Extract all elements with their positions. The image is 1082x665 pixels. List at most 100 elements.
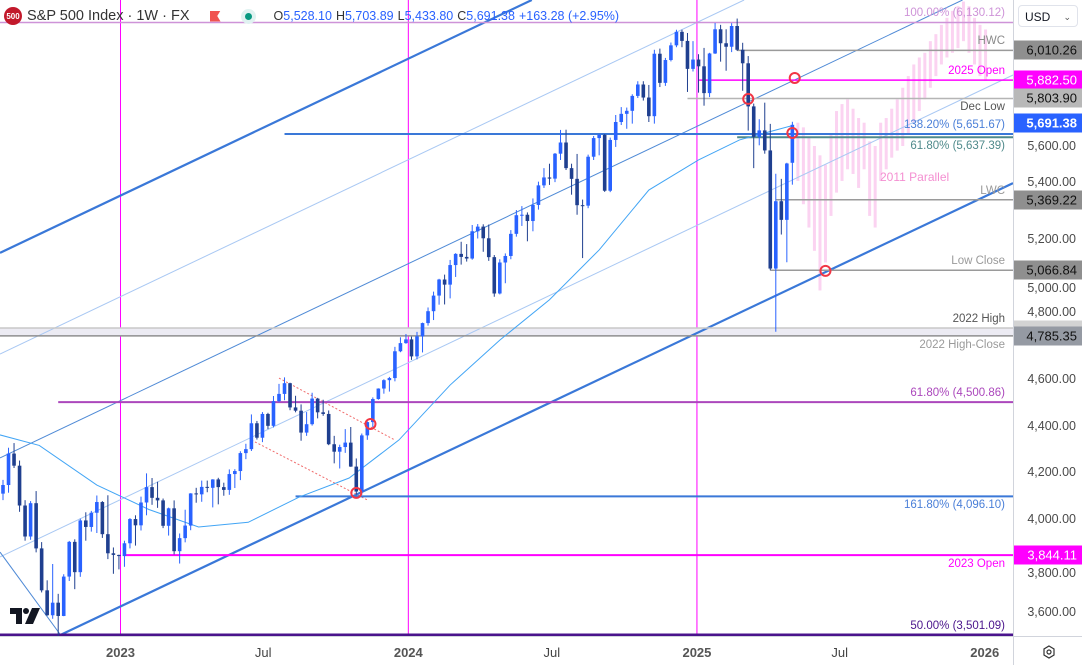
candle-body [39,548,44,591]
candle-body [111,553,116,555]
flag-icon[interactable] [209,10,221,22]
candle-body [183,525,187,539]
candle-body [624,110,629,114]
candle-body [106,534,110,554]
candle [624,107,629,129]
candle [398,337,403,353]
candle [343,429,348,453]
candle [12,443,16,469]
analog-2011-bar [917,57,921,112]
price-badge: 5,803.90 [1014,88,1082,108]
candle [282,377,287,401]
candle [613,115,618,147]
candle [321,399,325,416]
candle [674,29,679,48]
candle-body [509,233,513,256]
candle-body [641,84,646,98]
candle [249,414,254,451]
candle-body [735,26,739,50]
price-badge: 5,369.22 [1014,190,1082,210]
candle-body [255,423,259,438]
candle-body [619,113,624,123]
candle [78,518,83,577]
price-tick-label: 5,400.00 [1027,174,1076,189]
candle [448,259,452,299]
pullback-lower-trendline [251,439,368,501]
candle [707,52,712,98]
candle-body [95,502,99,513]
candle-body [387,378,392,381]
highlight-circle-marker [788,71,801,84]
candle [597,134,601,156]
candle-body [348,442,353,467]
candle [61,574,66,617]
2022-high-zone [0,328,1013,336]
candle [409,336,414,360]
level-label: Dec Low [960,101,1005,114]
candle [183,509,187,543]
candle [729,23,734,53]
candle-body [128,519,132,544]
candle [177,533,182,564]
currency-dropdown[interactable]: USD ⌄ [1018,5,1078,27]
candle-body [431,295,436,312]
tradingview-logo-icon[interactable] [10,608,42,624]
time-axis[interactable]: 2023 Jul 2024 Jul 2025 Jul 2026 [0,636,1013,665]
candle-body [326,413,331,445]
candle-body [371,399,375,423]
candle-body [498,262,502,294]
candle [34,491,38,553]
analog-2011-bar [835,111,839,193]
symbol-logo-icon: 500 [4,7,22,25]
candle [431,291,436,321]
price-badge: 6,010.26 [1014,40,1082,60]
price-axis[interactable]: 6,010.26 5,882.50 5,803.90 5,369.22 5,066.84… [1013,0,1082,636]
candle [155,481,160,508]
candle-body [244,449,248,454]
candle-body [613,122,618,140]
candle [724,29,728,71]
candle [238,451,243,481]
candle [591,135,596,160]
candle [23,500,27,541]
candle-body [260,413,265,438]
candle-body [288,383,292,408]
candle [233,469,237,489]
candle-body [415,336,419,357]
channel-lower-trendline [57,182,1013,636]
price-chart[interactable]: 100.00% (6,130.12) HWC 2025 Open Dec Low 138… [0,0,1013,636]
market-status-icon[interactable] [240,8,256,24]
candle-body [724,43,728,47]
price-badge: 5,882.50 [1014,70,1082,90]
candle [111,547,116,574]
candle-body [470,231,474,259]
level-label: Low Close [951,255,1005,268]
candle-body [310,398,314,425]
candle [437,278,441,305]
chart-canvas[interactable] [0,0,1013,636]
price-tick-label: 3,600.00 [1027,605,1076,619]
candle [790,121,795,185]
candle-body [332,444,336,452]
candle-body [520,214,524,216]
ohlc-close: C5,691.38 [457,9,515,23]
candle [293,395,298,413]
pullback-upper-trendline [278,377,396,441]
settings-gear-icon[interactable] [1042,645,1056,659]
analog-2011-bar [901,87,905,146]
symbol-title[interactable]: S&P 500 Index · 1W · FX [27,8,190,24]
candle-body [481,226,486,239]
level-label: 61.80% (4,500.86) [910,387,1005,400]
candle [382,379,386,394]
level-labels-layer: 100.00% (6,130.12) HWC 2025 Open Dec Low 138… [903,7,1005,632]
level-label: 161.80% (4,096.10) [903,499,1005,512]
analog-2011-bar [807,136,811,228]
candle-body [757,130,762,137]
candle-body [271,401,276,426]
moving-average-line [0,125,791,528]
channel-quarter-low-trendline [0,74,1013,558]
candle [371,397,375,428]
candle [514,210,519,237]
candle-body [702,66,706,94]
level-label: 100.00% (6,130.12) [903,7,1005,20]
